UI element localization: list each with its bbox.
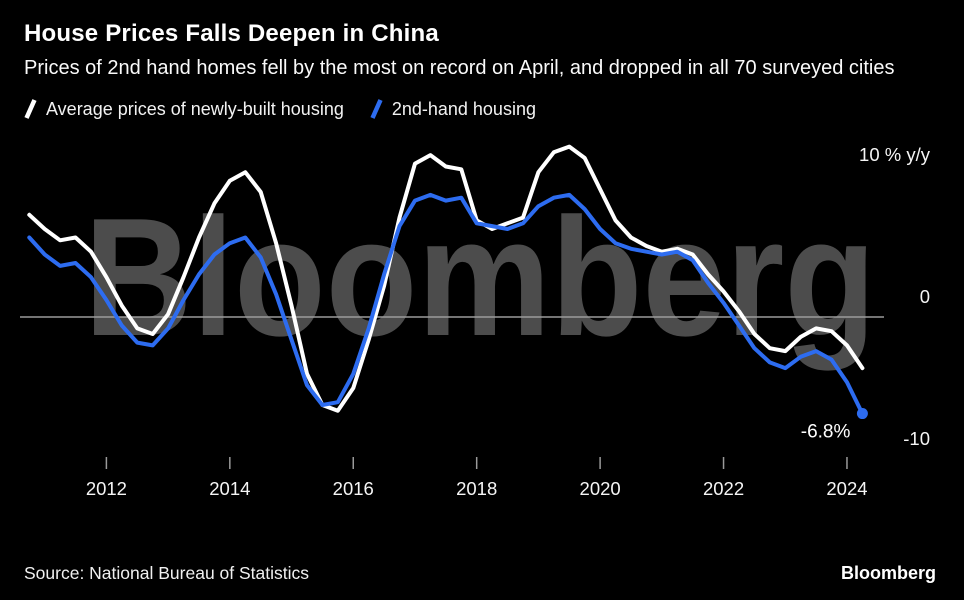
legend-item-second-hand: 2nd-hand housing xyxy=(370,97,536,121)
price-line-newly-built xyxy=(27,144,865,413)
price-chart: Bloomberg 10 % y/y 0 -10 2012 2014 2016 2018 202… xyxy=(20,144,931,499)
x-tick-label: 2024 xyxy=(826,478,867,499)
x-tick-label: 2012 xyxy=(86,478,127,499)
chart-title: House Prices Falls Deepen in China xyxy=(24,20,439,47)
line-swatch-icon xyxy=(24,99,37,119)
legend-label-second-hand: 2nd-hand housing xyxy=(391,98,536,119)
x-tick-label: 2018 xyxy=(456,478,497,499)
price-line-second-hand xyxy=(27,192,865,416)
x-tick-label: 2022 xyxy=(703,478,744,499)
x-tick-label: 2014 xyxy=(209,478,250,499)
legend-item-newly-built: Average prices of newly-built housing xyxy=(24,97,344,121)
source-note: Source: National Bureau of Statistics xyxy=(24,563,310,583)
y-axis-label: -10 xyxy=(903,428,930,449)
chart-header: House Prices Falls Deepen in China Price… xyxy=(0,0,964,81)
x-tick-label: 2016 xyxy=(333,478,374,499)
legend: Average prices of newly-built housing 2n… xyxy=(0,81,964,121)
chart-area: Bloomberg 10 % y/y 0 -10 2012 2014 2016 2018 202… xyxy=(0,127,964,512)
y-axis-label: 10 % y/y xyxy=(859,144,931,165)
x-tick-label: 2020 xyxy=(580,478,621,499)
chart-subtitle: Prices of 2nd hand homes fell by the mos… xyxy=(24,57,895,79)
line-swatch-icon xyxy=(370,99,383,119)
latest-value-dot xyxy=(856,408,868,420)
latest-value-label: -6.8% xyxy=(801,422,851,443)
legend-label-newly-built: Average prices of newly-built housing xyxy=(46,98,344,119)
bloomberg-logo: Bloomberg xyxy=(840,563,936,583)
bloomberg-watermark: Bloomberg xyxy=(84,183,876,371)
y-axis-label: 0 xyxy=(920,286,930,307)
